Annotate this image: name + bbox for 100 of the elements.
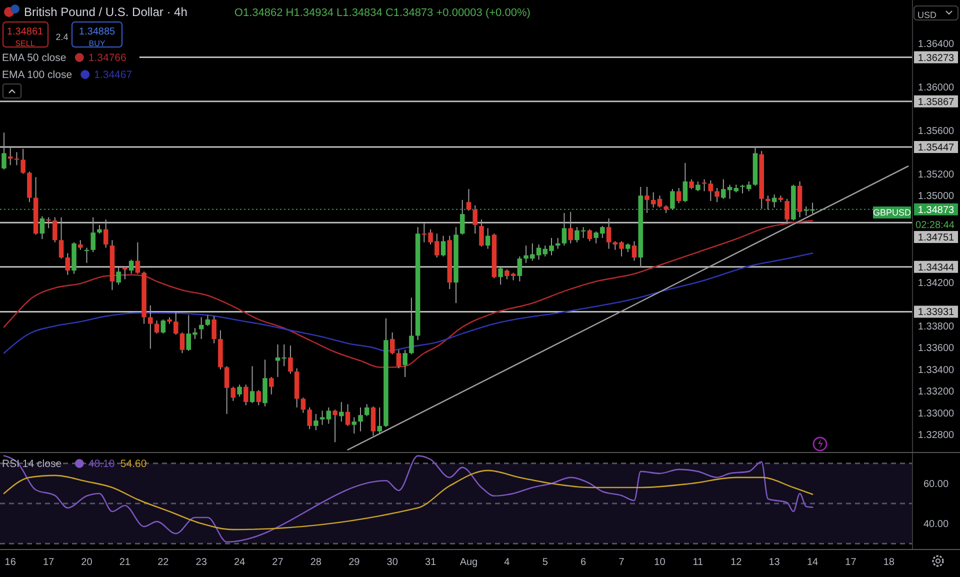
candlestick <box>58 216 64 260</box>
candlestick <box>268 376 274 395</box>
candlestick <box>460 199 465 236</box>
candlestick <box>332 409 338 443</box>
y-tick-label: 1.36400 <box>918 38 955 50</box>
candlestick <box>103 218 108 248</box>
x-tick-label: 10 <box>654 557 666 568</box>
text: O1.34862 H1.34934 L1.34834 C1.34873 +0.00003 (+0.00%) <box>234 7 530 19</box>
ref-line-label: 1.34873 <box>918 204 955 216</box>
text: 02:28:44 <box>916 220 955 231</box>
y-tick-label: 40.00 <box>923 519 949 530</box>
candlestick <box>517 256 522 282</box>
annotation: BUY <box>88 38 106 48</box>
candlestick <box>370 406 376 436</box>
candlestick <box>52 216 58 243</box>
legend-label: RSI 14 close <box>2 458 62 470</box>
candlestick <box>78 240 83 250</box>
annotation: 54.60 <box>120 458 147 470</box>
candlestick <box>562 212 567 246</box>
line-series <box>3 252 814 354</box>
candlestick <box>650 192 656 208</box>
candlestick <box>212 316 216 344</box>
x-tick-label: 5 <box>542 557 548 568</box>
y-tick-label: 1.34200 <box>918 278 955 289</box>
candlestick <box>339 402 344 422</box>
candlestick <box>128 259 134 274</box>
candlestick <box>326 406 332 424</box>
y-tick-label: 1.32800 <box>918 430 955 442</box>
candlestick <box>670 188 675 210</box>
candlestick <box>300 397 306 414</box>
candlestick <box>46 216 51 229</box>
text: USD <box>917 10 937 20</box>
candlestick <box>568 211 573 244</box>
candlestick <box>250 366 255 404</box>
candlestick <box>689 178 694 190</box>
x-tick-label: 23 <box>196 557 208 568</box>
x-tick-label: 22 <box>158 557 170 568</box>
annotation: GBPUSD <box>872 208 912 218</box>
candlestick <box>364 404 370 417</box>
x-tick-label: 17 <box>42 557 55 568</box>
candlestick <box>472 204 478 234</box>
candlestick <box>498 266 503 286</box>
annotation: 1.34766 <box>88 52 127 64</box>
legend-label: EMA 50 close <box>2 52 66 64</box>
candlestick <box>440 235 446 257</box>
candlestick <box>390 332 395 355</box>
ref-line-label: 1.34751 <box>918 232 955 244</box>
candlestick <box>479 218 484 248</box>
ref-line-label: 1.33931 <box>918 307 955 318</box>
candlestick <box>644 186 650 214</box>
candlestick <box>657 195 662 208</box>
candlestick <box>352 416 357 434</box>
candlestick <box>230 386 236 402</box>
x-tick-label: 29 <box>348 557 360 568</box>
ref-line-label: 1.34344 <box>918 262 955 274</box>
candlestick <box>766 195 770 210</box>
candlestick <box>714 187 720 203</box>
candlestick <box>402 349 408 378</box>
x-tick-label: 16 <box>4 557 16 568</box>
candlestick <box>224 366 230 414</box>
y-tick-label: 1.36000 <box>918 82 955 94</box>
x-tick-label: 4 <box>504 557 510 568</box>
candlestick <box>396 349 402 369</box>
x-tick-label: Aug <box>460 557 478 568</box>
candlestick <box>314 413 318 431</box>
candlestick <box>2 132 6 170</box>
y-tick-label: 60.00 <box>923 478 949 490</box>
x-tick-label: 28 <box>310 557 322 568</box>
candlestick <box>65 252 70 276</box>
candlestick <box>160 318 166 334</box>
x-tick-label: 14 <box>806 557 819 568</box>
candlestick <box>20 148 26 174</box>
candlestick <box>377 406 382 434</box>
candlestick <box>555 237 560 250</box>
ref-line-label: 1.36273 <box>918 52 955 64</box>
x-tick-label: 24 <box>234 557 246 568</box>
legend-label: EMA 100 close <box>2 69 72 81</box>
x-tick-label: 11 <box>692 557 704 568</box>
candlestick <box>173 311 178 336</box>
y-tick-label: 1.33800 <box>918 321 955 332</box>
annotation: 1.34885 <box>78 26 116 38</box>
candlestick <box>116 266 121 286</box>
candlestick <box>358 406 363 432</box>
candlestick <box>676 187 682 204</box>
candlestick <box>154 320 160 334</box>
candlestick <box>237 384 242 398</box>
candlestick <box>682 162 688 203</box>
y-tick-label: 1.33200 <box>918 386 955 398</box>
candlestick <box>409 297 414 355</box>
x-tick-label: 12 <box>730 557 742 568</box>
x-tick-label: 18 <box>883 557 895 568</box>
candlestick <box>244 384 248 406</box>
candlestick <box>205 314 210 326</box>
candlestick <box>256 390 262 406</box>
x-tick-label: 7 <box>618 557 625 568</box>
x-tick-label: 6 <box>580 557 587 568</box>
candlestick <box>180 332 185 354</box>
y-tick-label: 1.35000 <box>918 191 955 202</box>
annotation: SELL <box>15 38 36 48</box>
candlestick <box>345 404 350 426</box>
